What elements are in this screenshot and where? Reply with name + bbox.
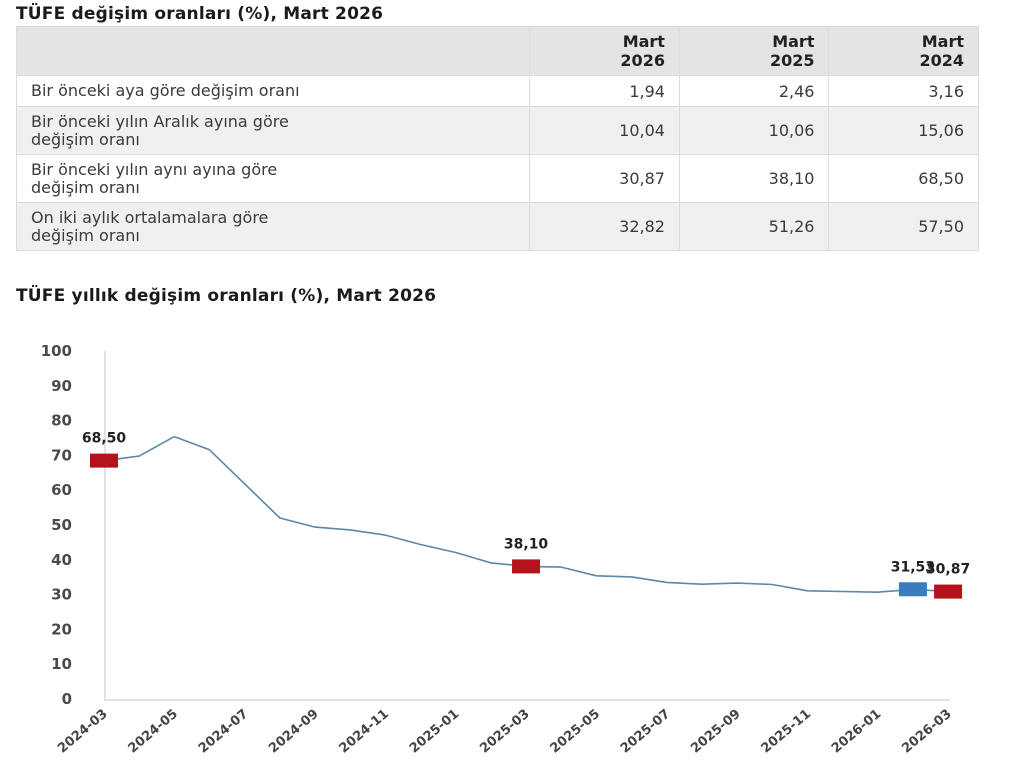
x-tick-label: 2024-07 — [196, 707, 251, 757]
table-row: Bir önceki aya göre değişim oranı 1,94 2… — [15, 75, 979, 107]
y-axis: 0 10 20 30 40 50 60 70 80 90 100 — [41, 342, 106, 708]
cell-value: 15,06 — [828, 106, 979, 155]
cell-value: 57,50 — [828, 202, 979, 251]
y-tick-label: 0 — [62, 690, 72, 708]
y-tick-label: 70 — [51, 446, 72, 464]
cpi-change-table: Mart 2026 Mart 2025 Mart 2024 Bir önceki ay… — [15, 26, 979, 251]
x-tick-label: 2026-01 — [829, 707, 884, 757]
cell-value: 30,87 — [529, 154, 680, 203]
highlight-marker — [934, 584, 963, 599]
cell-value: 2,46 — [678, 75, 830, 107]
highlight-marker — [512, 559, 541, 574]
highlight-marker — [90, 453, 118, 468]
table-header-row: Mart 2026 Mart 2025 Mart 2024 — [15, 26, 979, 76]
y-tick-label: 40 — [51, 551, 72, 569]
y-tick-label: 80 — [51, 412, 72, 430]
cell-value: 10,06 — [678, 106, 830, 155]
data-label: 30,87 — [926, 562, 970, 578]
cell-value: 51,26 — [678, 202, 830, 251]
x-axis: 2024-03 2024-05 2024-07 2024-09 2024-11 2025-… — [55, 699, 955, 757]
x-tick-label: 2024-03 — [55, 707, 110, 757]
table-row: On iki aylık ortalamalara göre değişim or… — [15, 202, 979, 251]
table-row: Bir önceki yılın aynı ayına göre değişim … — [15, 154, 979, 203]
cell-value: 68,50 — [828, 154, 979, 203]
y-tick-label: 20 — [51, 620, 72, 638]
cell-value: 32,82 — [529, 202, 680, 251]
x-tick-label: 2024-09 — [266, 707, 321, 757]
y-tick-label: 100 — [41, 342, 72, 360]
header-mart-2025: Mart 2025 — [678, 26, 830, 76]
x-tick-label: 2026-03 — [899, 707, 954, 757]
x-tick-label: 2025-03 — [477, 707, 532, 757]
x-tick-label: 2025-01 — [407, 707, 462, 757]
highlight-marker — [898, 582, 927, 597]
header-mart-2024: Mart 2024 — [828, 26, 979, 76]
x-tick-label: 2025-09 — [688, 707, 743, 757]
table-row: Bir önceki yılın Aralık ayına göre değişi… — [15, 106, 979, 155]
cell-value: 1,94 — [529, 75, 680, 107]
row-label: On iki aylık ortalamalara göre değişim or… — [15, 202, 531, 251]
y-tick-label: 10 — [51, 655, 72, 673]
y-tick-label: 50 — [51, 516, 72, 534]
row-label: Bir önceki yılın Aralık ayına göre değişi… — [15, 106, 531, 155]
row-label: Bir önceki yılın aynı ayına göre değişim … — [15, 154, 531, 203]
cell-value: 3,16 — [828, 75, 979, 107]
data-label: 38,10 — [504, 536, 549, 552]
header-mart-2026: Mart 2026 — [529, 26, 680, 76]
x-tick-label: 2024-11 — [337, 707, 392, 757]
row-label: Bir önceki aya göre değişim oranı — [15, 75, 531, 107]
cell-value: 38,10 — [678, 154, 830, 203]
x-tick-label: 2025-07 — [618, 707, 673, 757]
y-tick-label: 60 — [51, 481, 72, 499]
data-label: 31,53 — [891, 559, 935, 575]
x-tick-label: 2024-05 — [126, 707, 181, 757]
x-tick-label: 2025-05 — [548, 707, 603, 757]
table-title: TÜFE değişim oranları (%), Mart 2026 — [16, 4, 384, 24]
cell-value: 10,04 — [529, 106, 680, 155]
x-tick-label: 2025-11 — [759, 707, 814, 757]
y-tick-label: 30 — [51, 586, 72, 604]
data-label: 68,50 — [82, 431, 127, 447]
y-tick-label: 90 — [51, 377, 72, 395]
chart-title: TÜFE yıllık değişim oranları (%), Mart 2… — [16, 286, 437, 306]
header-empty — [15, 26, 531, 76]
